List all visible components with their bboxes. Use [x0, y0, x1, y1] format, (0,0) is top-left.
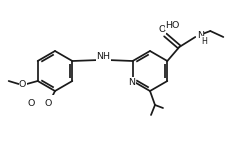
Text: NH: NH	[96, 52, 110, 60]
Text: H: H	[201, 37, 207, 45]
Text: N: N	[197, 30, 204, 39]
Text: HO: HO	[165, 21, 180, 30]
Text: O: O	[44, 99, 52, 108]
Text: O: O	[27, 99, 35, 108]
Text: O: O	[19, 80, 26, 88]
Text: O: O	[159, 24, 166, 34]
Text: N: N	[128, 78, 135, 86]
Bar	[28, 95, 78, 111]
